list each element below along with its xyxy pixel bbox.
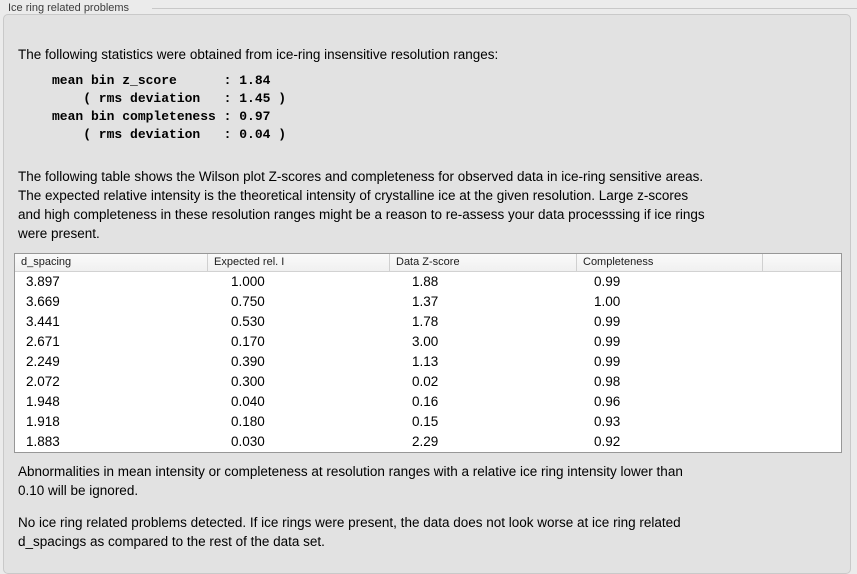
table-cell: 2.072 [26, 374, 60, 389]
table-header-row: d_spacing Expected rel. I Data Z-score Comp… [15, 254, 841, 272]
table-cell: 0.530 [231, 314, 265, 329]
table-cell [763, 312, 841, 332]
table-cell: 3.441 [26, 314, 60, 329]
table-row[interactable]: 3.441 0.530 1.78 0.99 [15, 312, 841, 332]
table-cell: 3.897 [26, 274, 60, 289]
table-cell: 0.390 [231, 354, 265, 369]
table-cell [763, 352, 841, 372]
table-row[interactable]: 1.883 0.030 2.29 0.92 [15, 432, 841, 452]
table-cell: 0.96 [594, 394, 621, 409]
table-cell: 3.669 [26, 294, 60, 309]
table-cell: 1.948 [26, 394, 60, 409]
table-cell [763, 292, 841, 312]
table-cell: 0.02 [412, 374, 439, 389]
column-header-expected-rel-i[interactable]: Expected rel. I [208, 254, 390, 271]
column-header-empty[interactable] [763, 254, 841, 271]
ignore-threshold-note: Abnormalities in mean intensity or compl… [18, 464, 683, 498]
column-header-d-spacing[interactable]: d_spacing [15, 254, 208, 271]
table-cell: 0.98 [594, 374, 621, 389]
table-cell: 0.16 [412, 394, 439, 409]
table-cell: 0.030 [231, 434, 265, 449]
table-row[interactable]: 3.669 0.750 1.37 1.00 [15, 292, 841, 312]
table-cell [763, 392, 841, 412]
table-row[interactable]: 3.897 1.000 1.88 0.99 [15, 272, 841, 292]
table-cell: 0.180 [231, 414, 265, 429]
table-row[interactable]: 2.072 0.300 0.02 0.98 [15, 372, 841, 392]
ice-ring-panel: Ice ring related problems The following … [3, 2, 857, 574]
ice-ring-groupbox: The following statistics were obtained f… [3, 14, 851, 574]
table-cell: 0.15 [412, 414, 439, 429]
table-cell: 1.000 [231, 274, 265, 289]
statistics-intro-text: The following statistics were obtained f… [18, 47, 499, 62]
table-cell: 0.99 [594, 354, 621, 369]
table-body: 3.897 1.000 1.88 0.99 3.669 0.750 1.37 1.00 3.44… [15, 272, 841, 452]
column-header-data-z-score[interactable]: Data Z-score [390, 254, 577, 271]
table-cell: 2.29 [412, 434, 439, 449]
table-cell: 2.671 [26, 334, 60, 349]
panel-title: Ice ring related problems [8, 2, 130, 14]
table-cell: 1.883 [26, 434, 60, 449]
summary-statistics-block: mean bin z_score : 1.84 ( rms deviation … [52, 73, 287, 142]
table-cell: 0.92 [594, 434, 621, 449]
ice-ring-table: d_spacing Expected rel. I Data Z-score Comp… [14, 253, 842, 453]
conclusion-text: No ice ring related problems detected. I… [18, 515, 681, 549]
title-divider-line [152, 8, 857, 9]
table-cell [763, 272, 841, 292]
table-cell: 0.040 [231, 394, 265, 409]
table-cell [763, 412, 841, 432]
table-cell: 1.918 [26, 414, 60, 429]
table-cell: 1.37 [412, 294, 439, 309]
table-cell: 0.99 [594, 274, 621, 289]
table-cell: 0.99 [594, 314, 621, 329]
table-cell: 3.00 [412, 334, 439, 349]
table-cell: 0.300 [231, 374, 265, 389]
table-cell: 0.93 [594, 414, 621, 429]
table-cell [763, 372, 841, 392]
table-cell: 0.750 [231, 294, 265, 309]
table-row[interactable]: 1.918 0.180 0.15 0.93 [15, 412, 841, 432]
table-cell: 1.88 [412, 274, 439, 289]
table-row[interactable]: 1.948 0.040 0.16 0.96 [15, 392, 841, 412]
table-row[interactable]: 2.671 0.170 3.00 0.99 [15, 332, 841, 352]
table-cell: 1.78 [412, 314, 439, 329]
table-cell [763, 432, 841, 452]
table-row[interactable]: 2.249 0.390 1.13 0.99 [15, 352, 841, 372]
table-cell: 0.170 [231, 334, 265, 349]
table-cell: 1.00 [594, 294, 621, 309]
table-cell: 1.13 [412, 354, 439, 369]
table-intro-text: The following table shows the Wilson plo… [18, 169, 705, 241]
table-cell [763, 332, 841, 352]
table-cell: 2.249 [26, 354, 60, 369]
column-header-completeness[interactable]: Completeness [577, 254, 763, 271]
table-cell: 0.99 [594, 334, 621, 349]
